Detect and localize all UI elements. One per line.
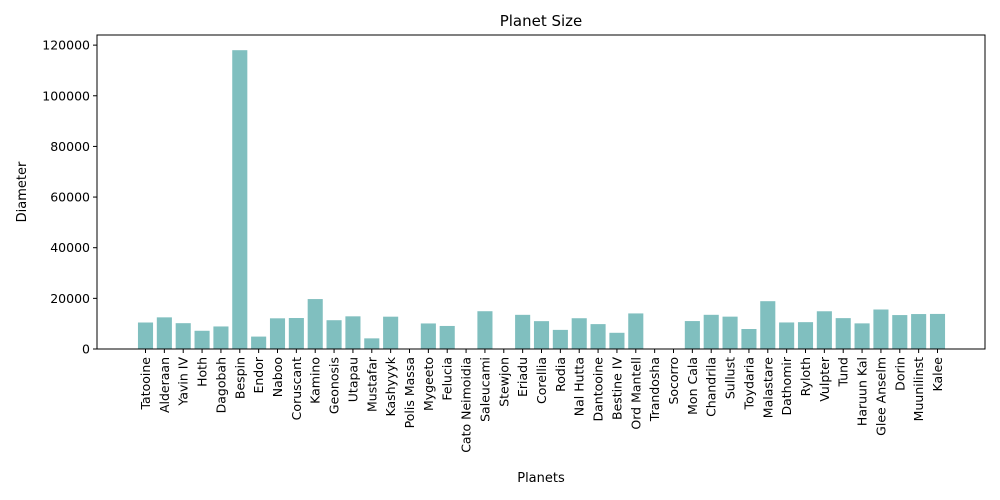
bar-felucia [439,325,455,349]
x-tick-label: Endor [251,356,266,393]
bar-tatooine [137,322,154,349]
bar-tund [835,318,851,349]
bar-alderaan [156,317,172,349]
bar-malastare [760,301,776,349]
x-tick-label: Felucia [440,357,455,401]
y-tick-label: 80000 [50,139,90,154]
x-tick-label: Yavin IV [176,357,191,407]
x-tick-label: Vulpter [817,356,832,402]
x-tick-label: Kamino [308,357,323,404]
bar-muunilinst [911,314,927,349]
y-axis: 0 20000 40000 60000 80000 100000 120000 [42,38,97,357]
bar-haruun-kal [854,323,870,349]
bar-saleucami [477,311,493,349]
x-tick-label: Hoth [195,357,210,387]
bar-dorin [892,315,908,349]
bar-coruscant [288,318,304,349]
x-tick-label: Mygeeto [421,357,436,411]
x-axis-title: Planets [517,471,565,486]
bar-chandrila [703,314,719,349]
bar-toydaria [741,329,757,349]
x-axis: Tatooine Alderaan Yavin IV Hoth Dagobah Bespi… [138,349,945,453]
bar-ord-mantell [628,313,644,349]
x-tick-label: Cato Neimoidia [459,357,474,453]
bar-hoth [194,330,210,349]
y-tick-label: 40000 [50,240,90,255]
bar-bestine-iv [609,332,625,349]
bar-dantooine [590,324,606,349]
x-tick-label: Kashyyyk [383,356,398,416]
x-tick-label: Ord Mantell [628,357,643,430]
x-tick-label: Bespin [232,357,247,399]
x-tick-label: Alderaan [157,357,172,413]
y-tick-label: 60000 [50,190,90,205]
bar-bespin [232,50,248,349]
bar-dagobah [213,326,229,349]
bar-nal-hutta [571,318,587,349]
x-tick-label: Naboo [270,357,285,397]
y-axis-title: Diameter [15,161,30,222]
bar-geonosis [326,320,342,349]
x-tick-label: Polis Massa [402,357,417,428]
bar-utapau [345,316,361,349]
bar-sullust [722,316,738,349]
bar-kashyyyk [383,316,399,349]
bar-ryloth [797,322,814,349]
bar-glee-anselm [873,309,889,349]
x-tick-label: Mustafar [364,356,379,412]
y-tick-label: 0 [82,342,90,357]
x-tick-label: Saleucami [477,357,492,422]
bar-dathomir [779,322,795,349]
x-tick-label: Dantooine [591,357,606,422]
chart-title: Planet Size [500,12,583,30]
bar-naboo [269,318,286,349]
bars-group [137,50,946,349]
bar-kalee [929,313,946,349]
bar-mon-cala [684,321,700,349]
y-tick-label: 100000 [42,88,90,103]
x-tick-label: Muunilinst [911,357,926,421]
x-tick-label: Dagobah [213,357,228,413]
x-tick-label: Rodia [553,357,568,392]
x-tick-label: Chandrila [704,357,719,417]
x-tick-label: Tatooine [138,357,153,411]
bar-eriadu [515,314,531,349]
x-tick-label: Dorin [892,357,907,391]
x-tick-label: Malastare [760,357,775,419]
x-tick-label: Dathomir [779,356,794,415]
bar-corellia [533,321,550,349]
bar-kamino [307,299,323,349]
x-tick-label: Stewjon [496,357,511,407]
bar-mygeeto [420,323,436,349]
bar-rodia [552,329,568,349]
x-tick-label: Socorro [666,357,681,405]
x-tick-label: Glee Anselm [873,357,888,436]
plot-frame [96,34,986,350]
x-tick-label: Kalee [930,357,945,392]
x-tick-label: Bestine IV [609,357,624,420]
y-tick-label: 20000 [50,291,90,306]
bar-mustafar [364,338,380,349]
x-tick-label: Toydaria [741,357,756,410]
y-tick-label: 120000 [42,38,90,53]
bar-endor [251,336,267,349]
x-tick-label: Ryloth [798,357,813,396]
x-tick-label: Tund [836,357,851,388]
x-tick-label: Mon Cala [685,357,700,415]
x-tick-label: Utapau [345,357,360,402]
x-tick-label: Corellia [534,357,549,404]
x-tick-label: Sullust [723,357,738,399]
x-tick-label: Eriadu [515,357,530,397]
x-tick-label: Haruun Kal [855,357,870,426]
bar-yavin-iv [175,323,191,349]
bar-vulpter [816,311,832,349]
x-tick-label: Geonosis [327,357,342,414]
x-tick-label: Nal Hutta [572,357,587,416]
x-tick-label: Trandosha [647,357,662,422]
x-tick-label: Coruscant [289,357,304,420]
